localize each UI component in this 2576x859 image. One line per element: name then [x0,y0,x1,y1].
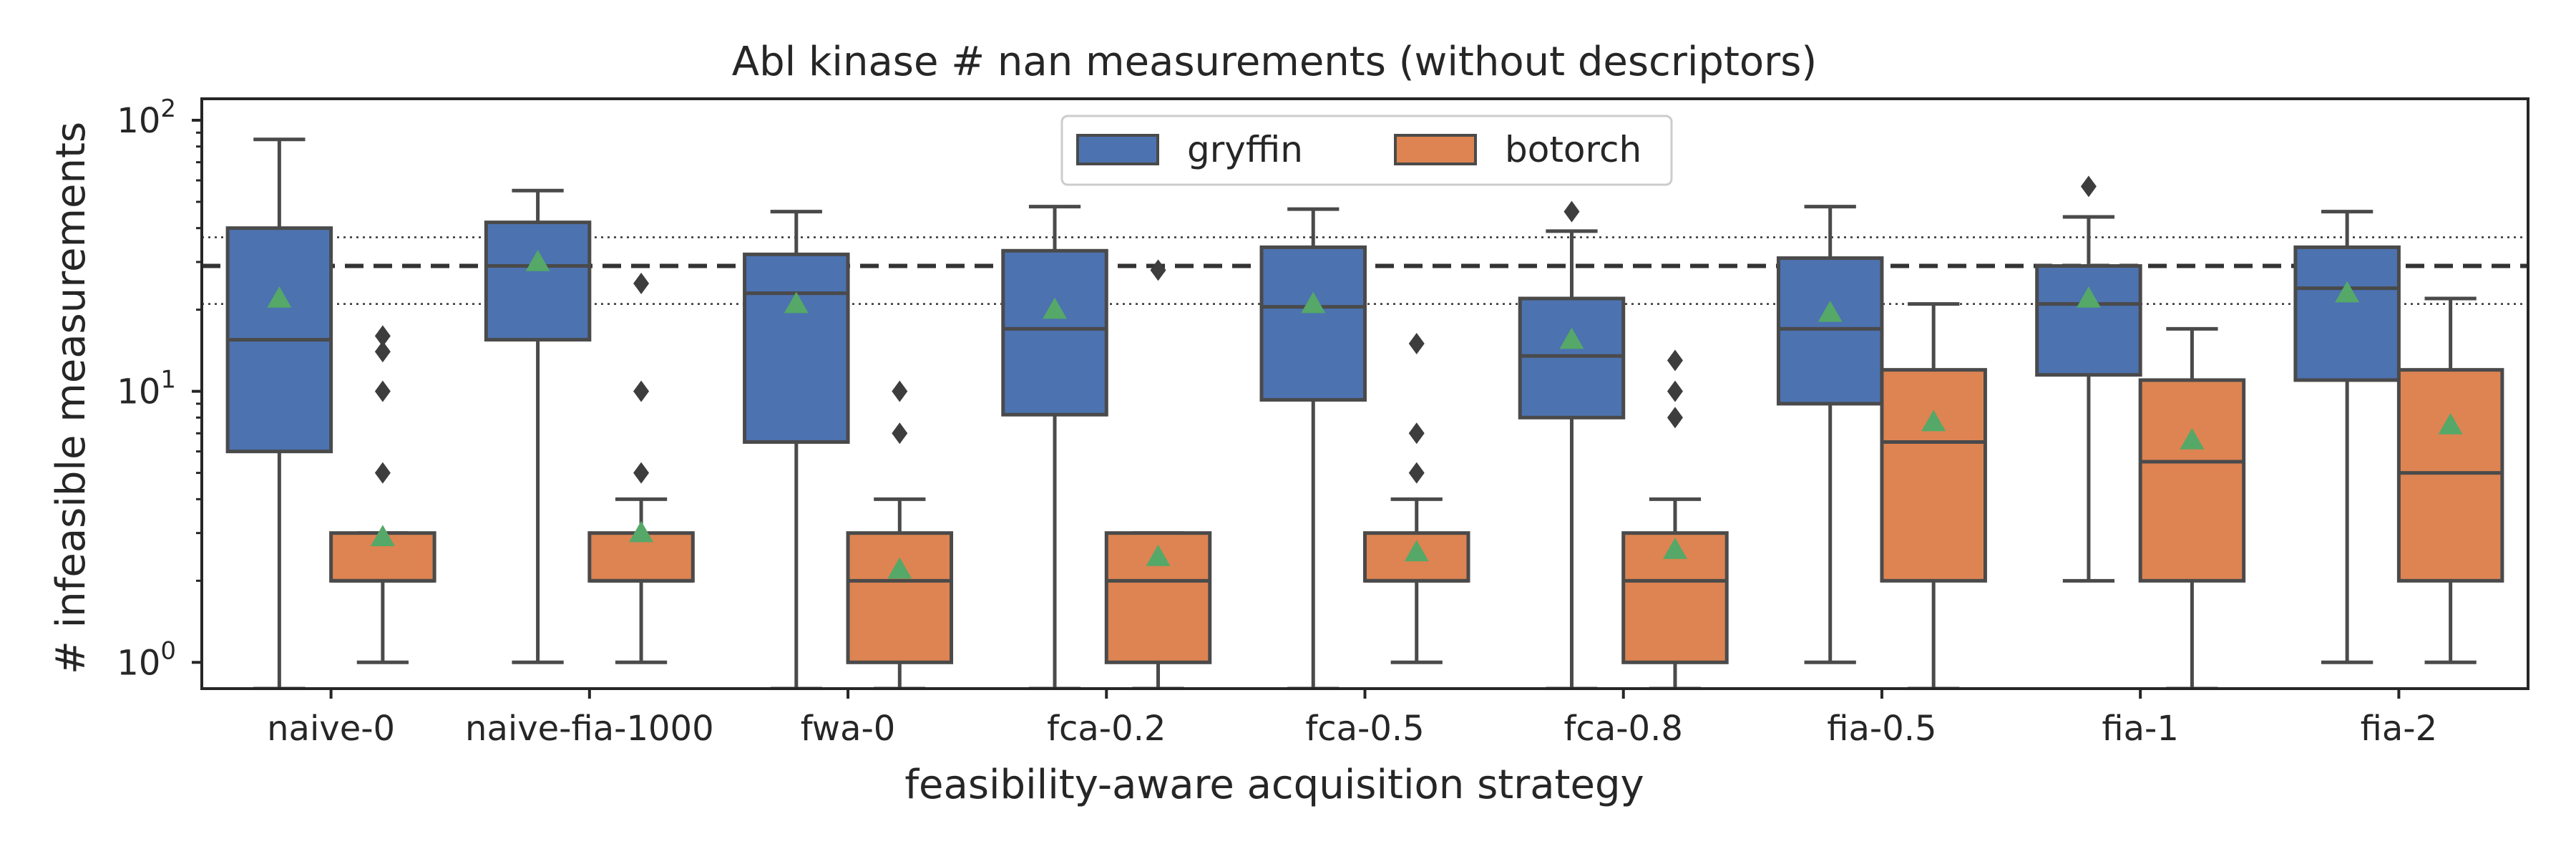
x-axis-label: feasibility-aware acquisition strategy [904,762,1644,808]
x-tick-label: naive-fia-1000 [465,709,714,749]
legend-label-botorch: botorch [1505,129,1641,170]
mean-marker [1818,300,1843,322]
outlier-point [2080,175,2097,198]
mean-marker [1404,540,1429,562]
mean-marker [2076,286,2101,308]
mean-marker [1146,544,1171,566]
box-gryffin [2035,264,2142,377]
outlier-point [1667,407,1683,429]
mean-marker [2335,281,2360,303]
box-gryffin [1001,248,1108,417]
box-botorch [2138,378,2246,583]
box-botorch [1880,368,1987,583]
box-gryffin [484,220,592,342]
outlier-point [374,380,391,402]
box-gryffin [1259,245,1367,402]
x-tick-label: fca-0.5 [1305,709,1424,749]
mean-marker [784,291,809,314]
x-tick-label: fca-0.8 [1564,709,1683,749]
box-gryffin [1776,256,1884,406]
x-tick-label: fia-1 [2102,709,2179,749]
mean-marker [1301,291,1326,314]
legend-swatch-botorch [1394,134,1477,165]
y-tick-label: 101 [117,366,176,412]
outlier-point [1667,380,1683,402]
outlier-point [1408,332,1425,354]
outlier-point [633,380,650,402]
x-tick-label: fia-0.5 [1827,709,1936,749]
outlier-point [633,462,650,484]
outlier-point [374,325,391,347]
mean-marker [1921,409,1946,432]
y-tick-label: 100 [117,636,176,683]
x-tick-label: naive-0 [267,709,395,749]
box-botorch [2396,368,2504,583]
outlier-point [374,341,391,363]
mean-marker [2180,427,2205,450]
mean-marker [887,557,912,579]
outlier-point [1408,422,1425,445]
outlier-point [1667,349,1683,372]
y-tick-label: 102 [117,94,176,141]
legend-swatch-gryffin [1076,134,1159,165]
mean-marker [267,286,292,308]
outlier-point [633,272,650,294]
box-botorch [846,531,954,664]
box-gryffin [743,252,850,444]
legend: gryffin botorch [1060,115,1673,186]
outlier-point [374,462,391,484]
plot-area [202,137,2528,689]
mean-marker [2438,412,2463,435]
mean-marker [525,249,550,271]
chart-title: Abl kinase # nan measurements (without d… [732,39,1817,85]
x-tick-label: fia-2 [2361,709,2438,749]
mean-marker [1662,538,1687,559]
y-axis-label: # infeasible measurements [48,122,94,674]
plot-content [202,137,2528,689]
outlier-point [1150,259,1166,281]
axes: 100 101 102 naive-0 naive-fia-1000 fwa-0 fca-0… [117,94,2529,749]
box-gryffin [1518,296,1626,419]
mean-marker [629,520,654,543]
outlier-point [892,422,908,445]
box-gryffin [2293,245,2401,382]
x-tick-label: fwa-0 [801,709,896,749]
mean-marker [370,525,395,546]
legend-label-gryffin: gryffin [1187,129,1303,170]
outlier-point [892,380,908,402]
outlier-point [1563,200,1580,223]
mean-marker [1559,327,1584,349]
outlier-point [1408,462,1425,484]
x-tick-label: fca-0.2 [1047,709,1166,749]
legend-box [1060,115,1673,186]
mean-marker [1043,297,1068,319]
